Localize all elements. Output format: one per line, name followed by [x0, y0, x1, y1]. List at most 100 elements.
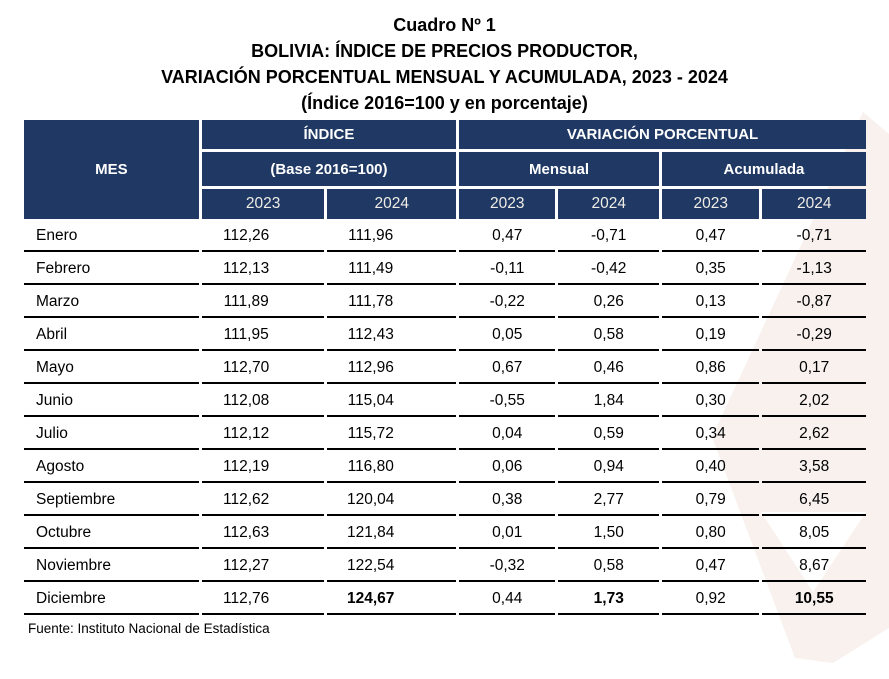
- header-acumulada: Acumulada: [661, 152, 866, 186]
- indice-2023-cell: 112,62: [201, 486, 325, 516]
- month-cell: Febrero: [24, 255, 199, 285]
- header-row-groups: MES ÍNDICE VARIACIÓN PORCENTUAL: [24, 120, 866, 219]
- table-row: Julio 112,12 115,72 0,04 0,59 0,34 2,62: [24, 420, 866, 450]
- indice-2024-cell: 111,78: [327, 288, 457, 318]
- mensual-2024-cell: 0,46: [558, 354, 659, 384]
- mensual-2023-cell: -0,11: [459, 255, 556, 285]
- indice-2024-cell: 112,43: [327, 321, 457, 351]
- indice-2023-cell: 112,19: [201, 453, 325, 483]
- title-line-3: VARIACIÓN PORCENTUAL MENSUAL Y ACUMULADA…: [161, 67, 728, 87]
- indice-2023-cell: 112,76: [201, 585, 325, 615]
- title-line-1: Cuadro Nº 1: [393, 15, 496, 35]
- mensual-2024-cell: 2,77: [558, 486, 659, 516]
- acumulada-2023-cell: 0,35: [661, 255, 760, 285]
- mensual-2024-cell: 0,59: [558, 420, 659, 450]
- indice-2023-cell: 112,63: [201, 519, 325, 549]
- mensual-2024-cell: 0,58: [558, 552, 659, 582]
- header-year-mensual-2024: 2024: [558, 189, 659, 219]
- acumulada-2024-cell: 2,62: [762, 420, 866, 450]
- header-year-indice-2023: 2023: [201, 189, 325, 219]
- month-cell: Octubre: [24, 519, 199, 549]
- mensual-2023-cell: 0,04: [459, 420, 556, 450]
- month-cell: Mayo: [24, 354, 199, 384]
- table-row: Octubre 112,63 121,84 0,01 1,50 0,80 8,0…: [24, 519, 866, 549]
- acumulada-2023-cell: 0,19: [661, 321, 760, 351]
- acumulada-2023-cell: 0,86: [661, 354, 760, 384]
- table-row: Septiembre 112,62 120,04 0,38 2,77 0,79 …: [24, 486, 866, 516]
- indice-2024-cell: 116,80: [327, 453, 457, 483]
- mensual-2024-cell: 1,50: [558, 519, 659, 549]
- indice-2024-cell: 120,04: [327, 486, 457, 516]
- acumulada-2023-cell: 0,80: [661, 519, 760, 549]
- acumulada-2024-cell: -0,29: [762, 321, 866, 351]
- table-row: Noviembre 112,27 122,54 -0,32 0,58 0,47 …: [24, 552, 866, 582]
- header-indice: ÍNDICE: [201, 120, 457, 149]
- indice-2024-cell: 115,04: [327, 387, 457, 417]
- indice-2023-cell: 111,89: [201, 288, 325, 318]
- acumulada-2023-cell: 0,34: [661, 420, 760, 450]
- header-year-indice-2024: 2024: [327, 189, 457, 219]
- header-mes: MES: [24, 120, 199, 219]
- mensual-2024-cell: -0,71: [558, 222, 659, 252]
- title-line-2: BOLIVIA: ÍNDICE DE PRECIOS PRODUCTOR,: [251, 41, 638, 61]
- month-cell: Diciembre: [24, 585, 199, 615]
- table-row: Diciembre 112,76 124,67 0,44 1,73 0,92 1…: [24, 585, 866, 615]
- indice-2023-cell: 112,27: [201, 552, 325, 582]
- mensual-2023-cell: -0,22: [459, 288, 556, 318]
- acumulada-2024-cell: 6,45: [762, 486, 866, 516]
- month-cell: Julio: [24, 420, 199, 450]
- table-row: Agosto 112,19 116,80 0,06 0,94 0,40 3,58: [24, 453, 866, 483]
- indice-2024-cell: 115,72: [327, 420, 457, 450]
- month-cell: Agosto: [24, 453, 199, 483]
- mensual-2023-cell: -0,32: [459, 552, 556, 582]
- header-year-acumulada-2023: 2023: [661, 189, 760, 219]
- header-year-mensual-2023: 2023: [459, 189, 556, 219]
- header-year-acumulada-2024: 2024: [762, 189, 866, 219]
- indice-2024-cell: 111,49: [327, 255, 457, 285]
- mensual-2024-cell: -0,42: [558, 255, 659, 285]
- acumulada-2023-cell: 0,30: [661, 387, 760, 417]
- acumulada-2024-cell: 0,17: [762, 354, 866, 384]
- indice-2024-cell: 124,67: [327, 585, 457, 615]
- acumulada-2023-cell: 0,47: [661, 222, 760, 252]
- indice-2024-cell: 121,84: [327, 519, 457, 549]
- mensual-2023-cell: 0,44: [459, 585, 556, 615]
- header-variacion: VARIACIÓN PORCENTUAL: [459, 120, 866, 149]
- month-cell: Enero: [24, 222, 199, 252]
- acumulada-2024-cell: -1,13: [762, 255, 866, 285]
- indice-2023-cell: 112,70: [201, 354, 325, 384]
- indice-2024-cell: 112,96: [327, 354, 457, 384]
- indice-2023-cell: 112,12: [201, 420, 325, 450]
- table-row: Febrero 112,13 111,49 -0,11 -0,42 0,35 -…: [24, 255, 866, 285]
- table-row: Abril 111,95 112,43 0,05 0,58 0,19 -0,29: [24, 321, 866, 351]
- source-note: Fuente: Instituto Nacional de Estadístic…: [28, 621, 270, 636]
- mensual-2024-cell: 0,94: [558, 453, 659, 483]
- acumulada-2024-cell: 10,55: [762, 585, 866, 615]
- table-row: Marzo 111,89 111,78 -0,22 0,26 0,13 -0,8…: [24, 288, 866, 318]
- acumulada-2024-cell: 8,05: [762, 519, 866, 549]
- table-row: Junio 112,08 115,04 -0,55 1,84 0,30 2,02: [24, 387, 866, 417]
- acumulada-2024-cell: 2,02: [762, 387, 866, 417]
- month-cell: Marzo: [24, 288, 199, 318]
- header-mensual: Mensual: [459, 152, 659, 186]
- indice-2024-cell: 111,96: [327, 222, 457, 252]
- indice-2024-cell: 122,54: [327, 552, 457, 582]
- mensual-2023-cell: 0,38: [459, 486, 556, 516]
- mensual-2023-cell: -0,55: [459, 387, 556, 417]
- mensual-2023-cell: 0,01: [459, 519, 556, 549]
- month-cell: Septiembre: [24, 486, 199, 516]
- mensual-2023-cell: 0,05: [459, 321, 556, 351]
- mensual-2024-cell: 0,26: [558, 288, 659, 318]
- header-indice-base: (Base 2016=100): [201, 152, 457, 186]
- acumulada-2023-cell: 0,13: [661, 288, 760, 318]
- acumulada-2024-cell: 3,58: [762, 453, 866, 483]
- acumulada-2024-cell: -0,87: [762, 288, 866, 318]
- acumulada-2023-cell: 0,40: [661, 453, 760, 483]
- table-row: Mayo 112,70 112,96 0,67 0,46 0,86 0,17: [24, 354, 866, 384]
- table-title: Cuadro Nº 1 BOLIVIA: ÍNDICE DE PRECIOS P…: [0, 0, 889, 116]
- price-index-table: MES ÍNDICE VARIACIÓN PORCENTUAL (Base 20…: [21, 117, 869, 618]
- month-cell: Abril: [24, 321, 199, 351]
- title-line-4: (Índice 2016=100 y en porcentaje): [301, 93, 588, 113]
- mensual-2024-cell: 1,84: [558, 387, 659, 417]
